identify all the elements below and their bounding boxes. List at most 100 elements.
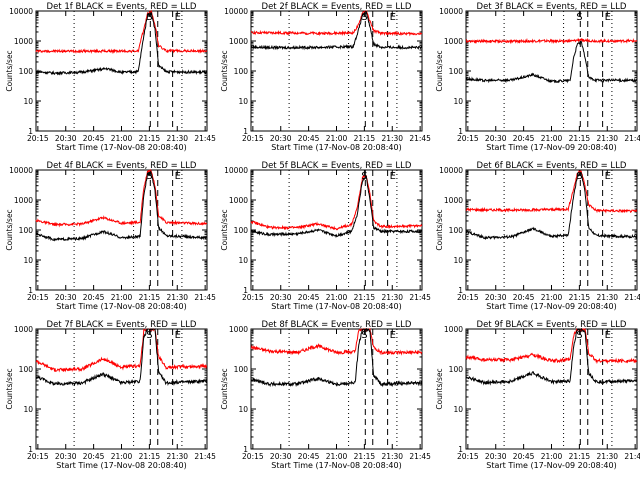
marker-e-label: E <box>390 171 396 182</box>
x-tick-label: 20:45 <box>513 134 535 143</box>
y-tick-label: 1 <box>28 445 33 454</box>
x-tick-label: 20:45 <box>298 452 320 461</box>
x-tick-label: 21:30 <box>166 134 188 143</box>
y-tick-label: 100 <box>449 67 464 76</box>
x-tick-label: 21:45 <box>624 293 640 302</box>
x-axis-label: Start Time (17-Nov-08 20:08:40) <box>56 302 186 311</box>
marker-e-label: E <box>175 330 181 341</box>
x-tick-label: 21:45 <box>409 293 431 302</box>
marker-s-label: S <box>146 171 152 182</box>
marker-e-label: E <box>605 330 611 341</box>
series-line-lld <box>465 37 638 45</box>
y-tick-label: 100 <box>234 365 249 374</box>
x-tick-label: 21:45 <box>194 293 216 302</box>
marker-s-label: S <box>576 330 582 341</box>
x-tick-label: 21:00 <box>541 452 563 461</box>
y-axis-label: Counts/sec <box>5 368 14 409</box>
chart-panel-3: Det 3f BLACK = Events, RED = LLD 1 10 100 10… <box>435 2 640 152</box>
chart-panel-8: Det 8f BLACK = Events, RED = LLD 1 10 100 10… <box>220 320 431 470</box>
x-tick-label: 21:30 <box>381 134 403 143</box>
series-line-lld <box>250 327 423 356</box>
y-axis-label: Counts/sec <box>435 209 444 250</box>
marker-s-label: S <box>361 12 367 23</box>
x-tick-label: 21:00 <box>111 134 133 143</box>
x-tick-label: 21:30 <box>596 293 618 302</box>
x-tick-label: 21:15 <box>354 452 376 461</box>
x-tick-label: 20:45 <box>83 293 105 302</box>
x-tick-label: 20:30 <box>485 134 507 143</box>
x-tick-label: 20:15 <box>457 293 479 302</box>
x-tick-label: 21:15 <box>569 293 591 302</box>
y-tick-label: 10000 <box>9 166 33 175</box>
marker-e-label: E <box>390 330 396 341</box>
series-line-events <box>250 174 423 239</box>
x-axis-label: Start Time (17-Nov-08 20:08:40) <box>271 143 401 152</box>
x-tick-label: 21:30 <box>166 293 188 302</box>
chart-title: Det 6f BLACK = Events, RED = LLD <box>477 161 627 171</box>
y-tick-label: 1000 <box>14 196 33 205</box>
plot-frame <box>35 328 208 450</box>
x-tick-label: 21:15 <box>569 452 591 461</box>
y-tick-label: 1 <box>458 127 463 136</box>
plot-frame <box>250 328 423 450</box>
chart-panel-4: Det 4f BLACK = Events, RED = LLD 1 10 100 10… <box>5 161 216 311</box>
y-axis-label: Counts/sec <box>5 50 14 91</box>
y-tick-label: 1 <box>28 127 33 136</box>
marker-s-label: S <box>146 330 152 341</box>
x-tick-label: 21:45 <box>409 134 431 143</box>
y-axis-label: Counts/sec <box>220 209 229 250</box>
series-line-lld <box>250 174 422 231</box>
x-tick-label: 21:00 <box>326 293 348 302</box>
plot-frame <box>465 10 638 132</box>
x-tick-label: 20:45 <box>83 452 105 461</box>
x-tick-label: 21:30 <box>596 452 618 461</box>
marker-e-label: E <box>390 12 396 23</box>
y-tick-label: 100 <box>19 365 34 374</box>
y-tick-label: 1 <box>28 286 33 295</box>
y-tick-label: 10 <box>453 97 463 106</box>
y-tick-label: 1000 <box>444 325 463 334</box>
y-tick-label: 100 <box>234 226 249 235</box>
marker-e-label: E <box>175 12 181 23</box>
x-axis-label: Start Time (17-Nov-09 20:08:40) <box>486 461 616 470</box>
series-line-lld <box>35 9 208 55</box>
y-tick-label: 1000 <box>444 37 463 46</box>
series-line-lld <box>35 328 208 373</box>
chart-title: Det 7f BLACK = Events, RED = LLD <box>47 320 197 330</box>
x-tick-label: 20:30 <box>55 134 77 143</box>
y-tick-label: 1000 <box>444 196 463 205</box>
y-tick-label: 100 <box>234 67 249 76</box>
plot-frame <box>35 169 208 291</box>
x-tick-label: 20:30 <box>270 134 292 143</box>
y-axis-label: Counts/sec <box>220 50 229 91</box>
series-line-events <box>465 40 638 84</box>
x-axis-label: Start Time (17-Nov-09 20:08:40) <box>486 302 616 311</box>
series-line-lld <box>250 10 423 37</box>
marker-e-label: E <box>605 12 611 23</box>
x-tick-label: 20:45 <box>298 293 320 302</box>
y-tick-label: 10 <box>23 405 33 414</box>
y-tick-label: 10 <box>23 256 33 265</box>
y-tick-label: 10 <box>238 405 248 414</box>
x-tick-label: 21:45 <box>624 134 640 143</box>
chart-title: Det 5f BLACK = Events, RED = LLD <box>262 161 412 171</box>
y-tick-label: 10000 <box>439 166 463 175</box>
x-tick-label: 20:15 <box>242 293 264 302</box>
chart-panel-9: Det 9f BLACK = Events, RED = LLD 1 10 100 10… <box>435 320 640 470</box>
y-tick-label: 100 <box>19 67 34 76</box>
x-tick-label: 21:15 <box>354 293 376 302</box>
y-tick-label: 1 <box>458 445 463 454</box>
y-axis-label: Counts/sec <box>435 368 444 409</box>
y-tick-label: 10 <box>238 256 248 265</box>
x-axis-label: Start Time (17-Nov-08 20:08:40) <box>56 143 186 152</box>
x-tick-label: 20:30 <box>485 293 507 302</box>
y-axis-label: Counts/sec <box>220 368 229 409</box>
plot-frame <box>250 10 423 132</box>
marker-s-label: S <box>361 171 367 182</box>
marker-e-label: E <box>175 171 181 182</box>
chart-title: Det 2f BLACK = Events, RED = LLD <box>262 2 412 12</box>
series-line-events <box>250 10 423 51</box>
series-line-events <box>35 328 208 387</box>
x-tick-label: 20:45 <box>513 293 535 302</box>
y-tick-label: 1000 <box>229 37 248 46</box>
